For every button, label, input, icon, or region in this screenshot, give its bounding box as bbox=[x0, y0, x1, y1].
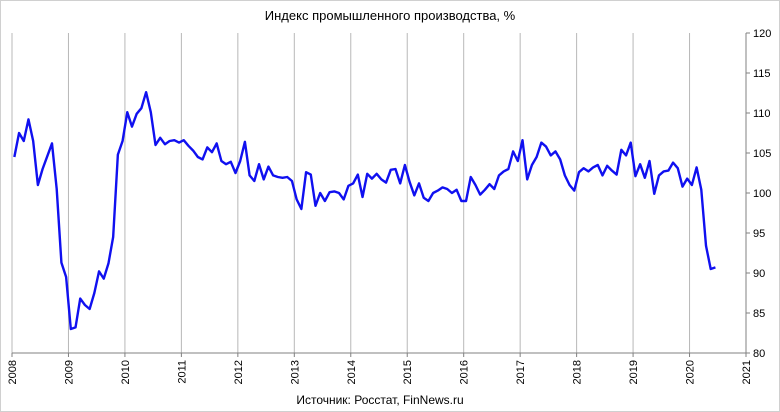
x-tick-label: 2015 bbox=[402, 360, 414, 384]
x-tick-label: 2020 bbox=[685, 360, 697, 384]
x-tick-label: 2019 bbox=[628, 360, 640, 384]
y-tick-label: 85 bbox=[753, 308, 765, 320]
x-tick-label: 2017 bbox=[515, 360, 527, 384]
series-line bbox=[13, 90, 716, 331]
chart-source: Источник: Росстат, FinNews.ru bbox=[296, 393, 463, 407]
y-tick-label: 105 bbox=[753, 148, 771, 160]
x-tick-label: 2018 bbox=[572, 360, 584, 384]
x-tick-labels: 2008 2009 2010 2011 2012 2013 2014 2015 2016 2017… bbox=[7, 353, 753, 384]
y-tick-label: 120 bbox=[753, 28, 771, 40]
y-tick-label: 90 bbox=[753, 268, 765, 280]
chart-title: Индекс промышленного производства, % bbox=[265, 8, 516, 23]
x-tick-label: 2016 bbox=[459, 360, 471, 384]
x-tick-label: 2012 bbox=[233, 360, 245, 384]
x-tick-label: 2009 bbox=[63, 360, 75, 384]
x-tick-label: 2010 bbox=[120, 360, 132, 384]
series-group bbox=[13, 90, 716, 331]
y-tick-label: 80 bbox=[753, 348, 765, 360]
y-tick-label: 100 bbox=[753, 188, 771, 200]
y-tick-label: 115 bbox=[753, 68, 771, 80]
x-tick-label: 2021 bbox=[741, 360, 753, 384]
x-tick-label: 2013 bbox=[289, 360, 301, 384]
grid-lines bbox=[11, 33, 747, 353]
y-tick-labels: 80 85 90 95 100 105 110 115 120 bbox=[746, 28, 771, 360]
x-tick-label: 2008 bbox=[7, 360, 19, 384]
x-tick-label: 2011 bbox=[176, 360, 188, 384]
x-tick-label: 2014 bbox=[346, 360, 358, 384]
y-tick-label: 95 bbox=[753, 228, 765, 240]
y-tick-label: 110 bbox=[753, 108, 771, 120]
